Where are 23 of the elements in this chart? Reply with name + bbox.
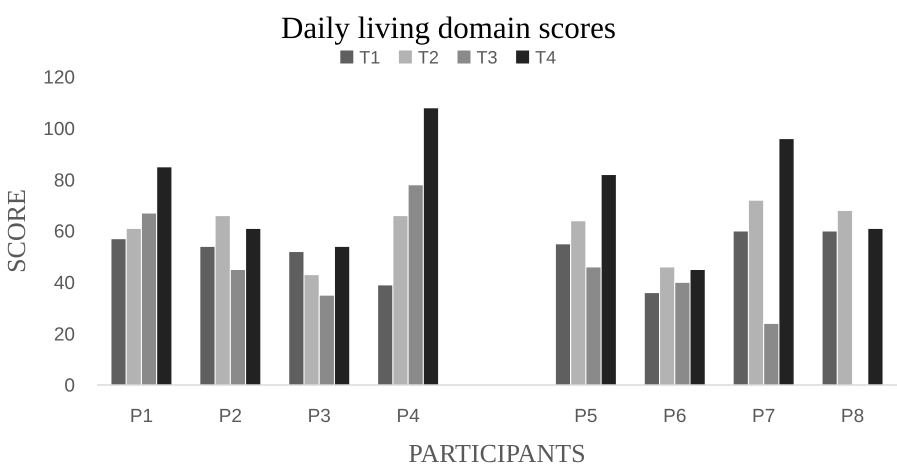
legend-label: T3 xyxy=(476,47,498,68)
x-tick-label: P3 xyxy=(308,406,331,428)
y-tick-label: 120 xyxy=(43,68,75,89)
y-tick-label: 100 xyxy=(43,118,75,140)
x-tick-label: P8 xyxy=(840,406,864,428)
x-tick-label: P7 xyxy=(752,406,776,428)
x-tick-label: P1 xyxy=(130,406,154,428)
y-tick-label: 20 xyxy=(54,324,75,346)
x-axis-title: PARTICIPANTS xyxy=(408,439,586,465)
y-tick-label: 0 xyxy=(64,376,75,397)
x-tick-label: P6 xyxy=(663,406,686,428)
bar xyxy=(867,228,884,386)
y-tick-label: 40 xyxy=(54,272,75,294)
x-tick-label: P2 xyxy=(218,406,242,428)
legend-label: T1 xyxy=(359,47,380,68)
legend-label: T4 xyxy=(535,47,556,68)
y-axis-title: SCORE xyxy=(2,189,32,273)
x-tick-label: P4 xyxy=(396,406,420,428)
y-tick-label: 80 xyxy=(54,170,75,192)
y-tick-label: 60 xyxy=(54,222,75,243)
legend-label: T2 xyxy=(418,47,439,68)
x-tick-label: P5 xyxy=(574,406,598,428)
chart-title: Daily living domain scores xyxy=(281,10,616,45)
